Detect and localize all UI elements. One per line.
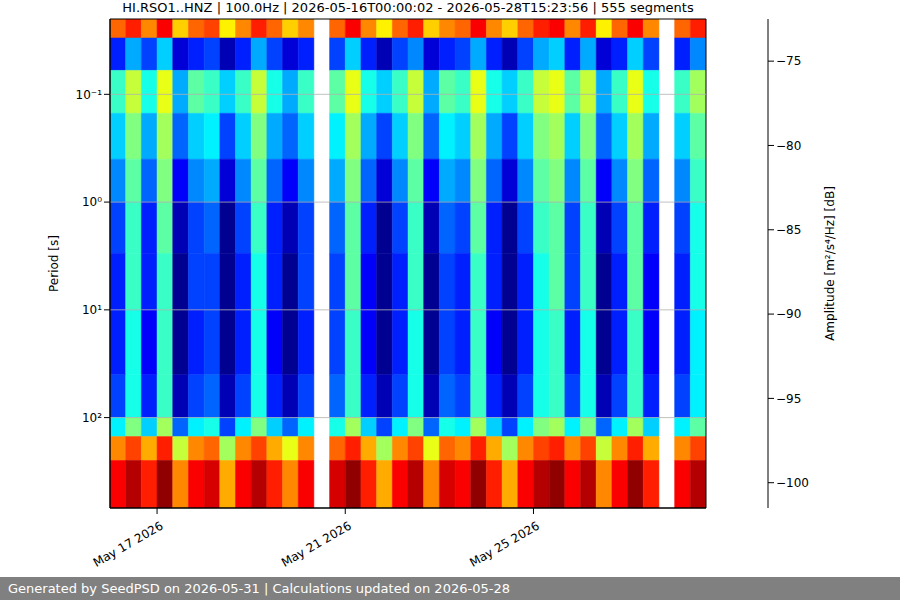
svg-text:Amplitude [m²/s⁴/Hz] [dB]: Amplitude [m²/s⁴/Hz] [dB]	[823, 186, 837, 341]
svg-text:10⁰: 10⁰	[82, 195, 102, 209]
svg-text:May 21 2026: May 21 2026	[279, 519, 354, 570]
svg-text:10¹: 10¹	[82, 303, 102, 317]
svg-text:−95: −95	[776, 392, 801, 406]
svg-text:May 17 2026: May 17 2026	[91, 519, 166, 570]
svg-text:−90: −90	[776, 307, 801, 321]
svg-text:May 25 2026: May 25 2026	[467, 519, 542, 570]
html-text:Generated by SeedPSD on 2026-0: Generated by SeedPSD on 2026-05-31 | Cal…	[8, 581, 510, 596]
svg-text:−75: −75	[776, 54, 801, 68]
svg-text:10²: 10²	[82, 411, 102, 425]
svg-text:10⁻¹: 10⁻¹	[76, 88, 103, 102]
svg-text:Period [s]: Period [s]	[47, 235, 61, 292]
svg-text:−80: −80	[776, 139, 801, 153]
html-text:HI.RSO1..HNZ | 100.0Hz | 2026-: HI.RSO1..HNZ | 100.0Hz | 2026-05-16T00:0…	[122, 0, 694, 15]
svg-text:−85: −85	[776, 223, 801, 237]
svg-text:−100: −100	[776, 476, 809, 490]
